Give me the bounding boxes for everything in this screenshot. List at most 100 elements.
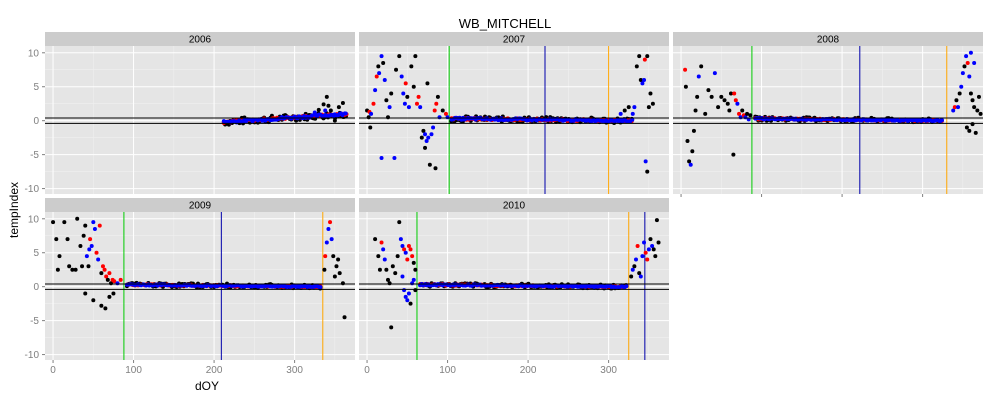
data-point-black (954, 98, 959, 103)
data-point-black (99, 303, 104, 308)
data-point-blue (369, 111, 374, 116)
data-point-black (745, 111, 750, 116)
data-point-black (376, 64, 381, 69)
data-point-blue (650, 243, 655, 248)
data-point-blue (92, 226, 97, 231)
data-point-red (88, 237, 93, 242)
data-point-black (421, 128, 426, 133)
data-point-black (328, 108, 333, 113)
data-point-red (952, 105, 957, 110)
data-point-blue (959, 84, 964, 89)
data-point-black (419, 135, 424, 140)
data-point-black (65, 237, 70, 242)
data-point-black (970, 98, 975, 103)
data-point-black (55, 267, 60, 272)
data-point-blue (960, 71, 965, 76)
data-point-black (719, 94, 724, 99)
x-axis-label: dOY (195, 379, 219, 393)
data-point-black (336, 257, 341, 262)
data-point-black (651, 247, 656, 252)
x-tick-label: 0 (50, 365, 56, 376)
data-point-black (384, 267, 389, 272)
y-tick-label: 5 (33, 248, 39, 259)
data-point-blue (972, 60, 977, 65)
data-point-blue (326, 226, 331, 231)
x-tick-label: 0 (364, 365, 370, 376)
data-point-black (70, 267, 75, 272)
data-point-red (645, 257, 650, 262)
data-point-red (323, 254, 328, 259)
data-point-black (637, 54, 642, 59)
y-tick-label: 10 (28, 214, 40, 225)
data-point-black (332, 274, 337, 279)
data-point-blue (633, 257, 638, 262)
data-point-black (334, 264, 339, 269)
data-point-black (57, 254, 62, 259)
data-point-black (103, 306, 108, 311)
data-point-black (967, 128, 972, 133)
data-point-black (67, 264, 72, 269)
data-point-black (629, 274, 634, 279)
data-point-black (683, 84, 688, 89)
data-point-black (373, 237, 378, 242)
data-point-blue (630, 111, 635, 116)
y-tick-label: -5 (30, 316, 39, 327)
data-point-black (83, 291, 88, 296)
chart-title: WB_MITCHELL (459, 16, 551, 31)
data-point-blue (423, 132, 428, 137)
data-point-black (321, 102, 326, 107)
data-point-black (634, 64, 639, 69)
data-point-black (397, 220, 402, 225)
data-point-red (374, 74, 379, 79)
data-point-blue (640, 254, 645, 259)
data-point-black (413, 288, 418, 293)
data-point-blue (312, 110, 317, 115)
data-point-black (331, 254, 336, 259)
x-tick-label: 100 (125, 365, 142, 376)
panel-2010: 2010 0 100 200 300 (359, 198, 669, 376)
data-point-black (381, 60, 386, 65)
data-point-blue (343, 111, 348, 116)
data-point-red (408, 247, 413, 252)
data-point-black (405, 94, 410, 99)
data-point-red (104, 274, 109, 279)
data-point-red (965, 60, 970, 65)
data-point-blue (426, 135, 431, 140)
data-point-red (410, 254, 415, 259)
data-point-black (687, 159, 692, 164)
data-point-black (81, 233, 86, 238)
x-tick-label: 200 (206, 365, 223, 376)
data-point-blue (329, 237, 334, 242)
data-point-black (972, 105, 977, 110)
data-point-blue (405, 298, 410, 303)
data-point-black (637, 271, 642, 276)
data-point-black (62, 220, 67, 225)
data-point-black (316, 107, 321, 112)
data-point-black (976, 94, 981, 99)
data-point-blue (429, 132, 434, 137)
data-point-blue (96, 257, 101, 262)
data-point-black (703, 111, 708, 116)
data-point-blue (646, 247, 651, 252)
data-point-red (403, 81, 408, 86)
data-point-blue (379, 54, 384, 59)
data-point-blue (967, 74, 972, 79)
data-point-blue (424, 139, 429, 144)
data-point-blue (403, 250, 408, 255)
data-point-blue (624, 284, 629, 289)
data-point-black (332, 118, 337, 123)
data-point-red (432, 108, 437, 113)
data-point-black (393, 271, 398, 276)
data-point-red (414, 101, 419, 106)
data-point-blue (399, 74, 404, 79)
facet-strip (45, 198, 355, 212)
data-point-blue (643, 159, 648, 164)
data-point-red (733, 98, 738, 103)
data-point-black (632, 264, 637, 269)
data-point-blue (398, 237, 403, 242)
data-point-red (328, 220, 333, 225)
data-point-black (99, 271, 104, 276)
data-point-black (86, 264, 91, 269)
data-point-black (408, 301, 413, 306)
data-point-black (626, 105, 631, 110)
